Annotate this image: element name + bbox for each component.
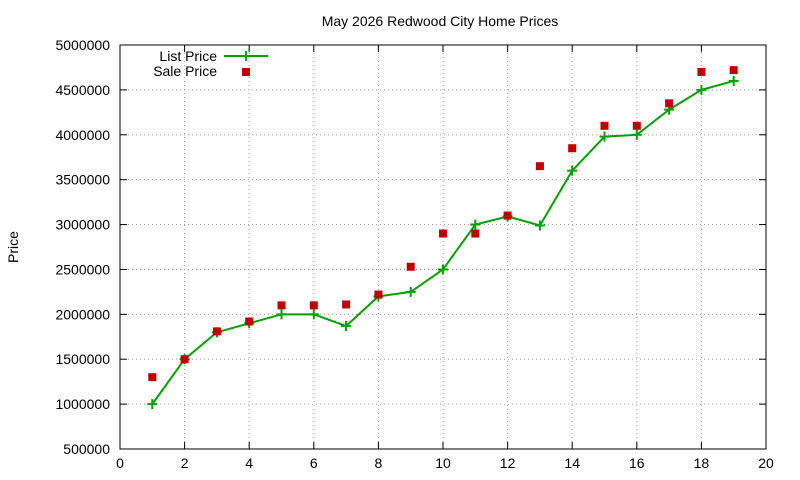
list-price-point: [696, 84, 707, 95]
sale-price-point: [503, 211, 512, 220]
list-price-point: [599, 131, 610, 142]
legend-swatch-sale-marker: [242, 68, 250, 76]
sale-price-point: [665, 99, 674, 108]
y-tick-label: 3000000: [55, 217, 110, 233]
x-ticks: 0 2 4 6 8 10 12 14 16 18 20: [116, 45, 774, 471]
sale-price-point: [374, 290, 383, 299]
y-tick-label: 500000: [63, 441, 110, 457]
plot-border: [119, 44, 767, 450]
x-tick-label: 14: [564, 455, 580, 471]
sale-price-point: [212, 327, 221, 336]
y-tick-label: 4500000: [55, 82, 110, 98]
y-tick-label: 4000000: [55, 127, 110, 143]
list-price-point: [276, 309, 287, 320]
y-tick-label: 2500000: [55, 261, 110, 277]
x-tick-label: 10: [435, 455, 451, 471]
sale-price-point: [148, 373, 157, 382]
x-tick-label: 8: [375, 455, 383, 471]
list-price-point: [405, 286, 416, 297]
sale-price-point: [439, 229, 447, 238]
sale-price-point: [729, 66, 738, 75]
sale-price-point: [245, 317, 254, 326]
legend-swatch-list-marker: [241, 51, 251, 61]
x-tick-label: 2: [181, 455, 189, 471]
sale-price-point: [600, 121, 609, 130]
sale-price-point: [568, 144, 577, 153]
list-price-point: [438, 264, 448, 275]
sale-price-point: [471, 229, 480, 238]
y-tick-label: 2000000: [55, 306, 110, 322]
list-price-point: [567, 165, 578, 176]
x-tick-label: 16: [629, 455, 645, 471]
list-price-point: [534, 220, 545, 231]
sale-price-point: [632, 121, 641, 130]
y-axis-label: Price: [5, 231, 21, 263]
sale-price-point: [697, 67, 706, 76]
sale-price-point: [309, 301, 318, 310]
x-tick-label: 12: [500, 455, 516, 471]
x-tick-label: 0: [116, 455, 124, 471]
y-tick-label: 5000000: [55, 37, 110, 53]
list-price-point: [470, 219, 481, 230]
legend-label-sale-price: Sale Price: [153, 63, 217, 79]
sale-price-point: [535, 162, 544, 171]
list-price-point: [147, 399, 158, 410]
y-tick-label: 3500000: [55, 172, 110, 188]
list-price-point: [728, 75, 739, 86]
chart-title: May 2026 Redwood City Home Prices: [322, 13, 559, 29]
sale-price-point: [406, 262, 415, 271]
list-price-point: [341, 321, 352, 332]
sale-price-point: [342, 300, 351, 309]
y-tick-label: 1000000: [55, 396, 110, 412]
x-tick-label: 6: [310, 455, 318, 471]
y-tick-label: 1500000: [55, 351, 110, 367]
legend-label-list-price: List Price: [159, 48, 217, 64]
list-price-point: [631, 129, 642, 140]
x-tick-label: 18: [694, 455, 710, 471]
series-layer: [147, 66, 739, 410]
y-ticks: 500000 1000000 1500000 2000000 2500000 300000…: [55, 37, 766, 457]
x-tick-label: 20: [758, 455, 774, 471]
x-tick-label: 4: [245, 455, 253, 471]
grid: [120, 45, 766, 449]
sale-price-point: [180, 355, 189, 364]
list-price-point: [308, 309, 319, 320]
sale-price-point: [277, 301, 286, 310]
